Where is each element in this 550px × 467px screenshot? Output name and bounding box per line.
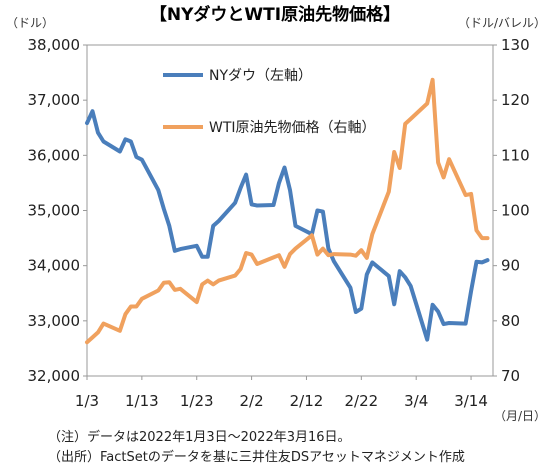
x-tick-label: 3/14	[454, 392, 488, 410]
note-period: （注）データは2022年1月3日～2022年3月16日。	[48, 430, 351, 445]
x-tick-label: 1/13	[125, 392, 159, 410]
y-left-tick-label: 37,000	[28, 91, 81, 109]
legend: NYダウ（左軸） WTI原油先物価格（右軸）	[163, 68, 376, 136]
note-source: （出所）FactSetのデータを基に三井住友DSアセットマネジメント作成	[48, 450, 465, 465]
x-unit: （月/日）	[494, 409, 546, 423]
legend-label-nydow: NYダウ（左軸）	[209, 68, 312, 84]
x-tick-label: 1/3	[75, 392, 99, 410]
series-line-nydow	[85, 109, 490, 342]
x-tick-label: 2/2	[240, 392, 264, 410]
y-left-unit: （ドル）	[6, 16, 54, 30]
y-left-tick-label: 34,000	[28, 257, 81, 275]
y-right-tick-label: 100	[501, 202, 530, 220]
y-left-tick-label: 35,000	[28, 202, 81, 220]
y-right-axis: 70 80 90 100 110 120 130	[493, 36, 530, 385]
y-left-tick-label: 32,000	[28, 367, 81, 385]
y-right-tick-label: 120	[501, 91, 530, 109]
x-tick-label: 2/22	[344, 392, 378, 410]
x-tick-label: 1/23	[180, 392, 214, 410]
series-line-wti	[85, 77, 490, 345]
y-left-tick-label: 36,000	[28, 146, 81, 164]
chart-title: 【NYダウとWTI原油先物価格】	[150, 4, 400, 25]
y-right-tick-label: 110	[501, 146, 530, 164]
y-right-tick-label: 130	[501, 36, 530, 54]
x-tick-label: 2/12	[290, 392, 324, 410]
series-layer	[85, 77, 490, 345]
legend-label-wti: WTI原油先物価格（右軸）	[209, 120, 376, 136]
y-right-tick-label: 70	[501, 367, 520, 385]
y-right-tick-label: 80	[501, 312, 520, 330]
y-right-tick-label: 90	[501, 257, 520, 275]
y-left-tick-label: 33,000	[28, 312, 81, 330]
y-left-tick-label: 38,000	[28, 36, 81, 54]
x-tick-label: 3/4	[404, 392, 428, 410]
y-left-axis: 32,000 33,000 34,000 35,000 36,000 37,000 38,0…	[28, 36, 87, 385]
y-right-unit: （ドル/バレル）	[458, 16, 546, 30]
x-axis: 1/3 1/13 1/23 2/2 2/12 2/22 3/4 3/14	[75, 376, 488, 410]
